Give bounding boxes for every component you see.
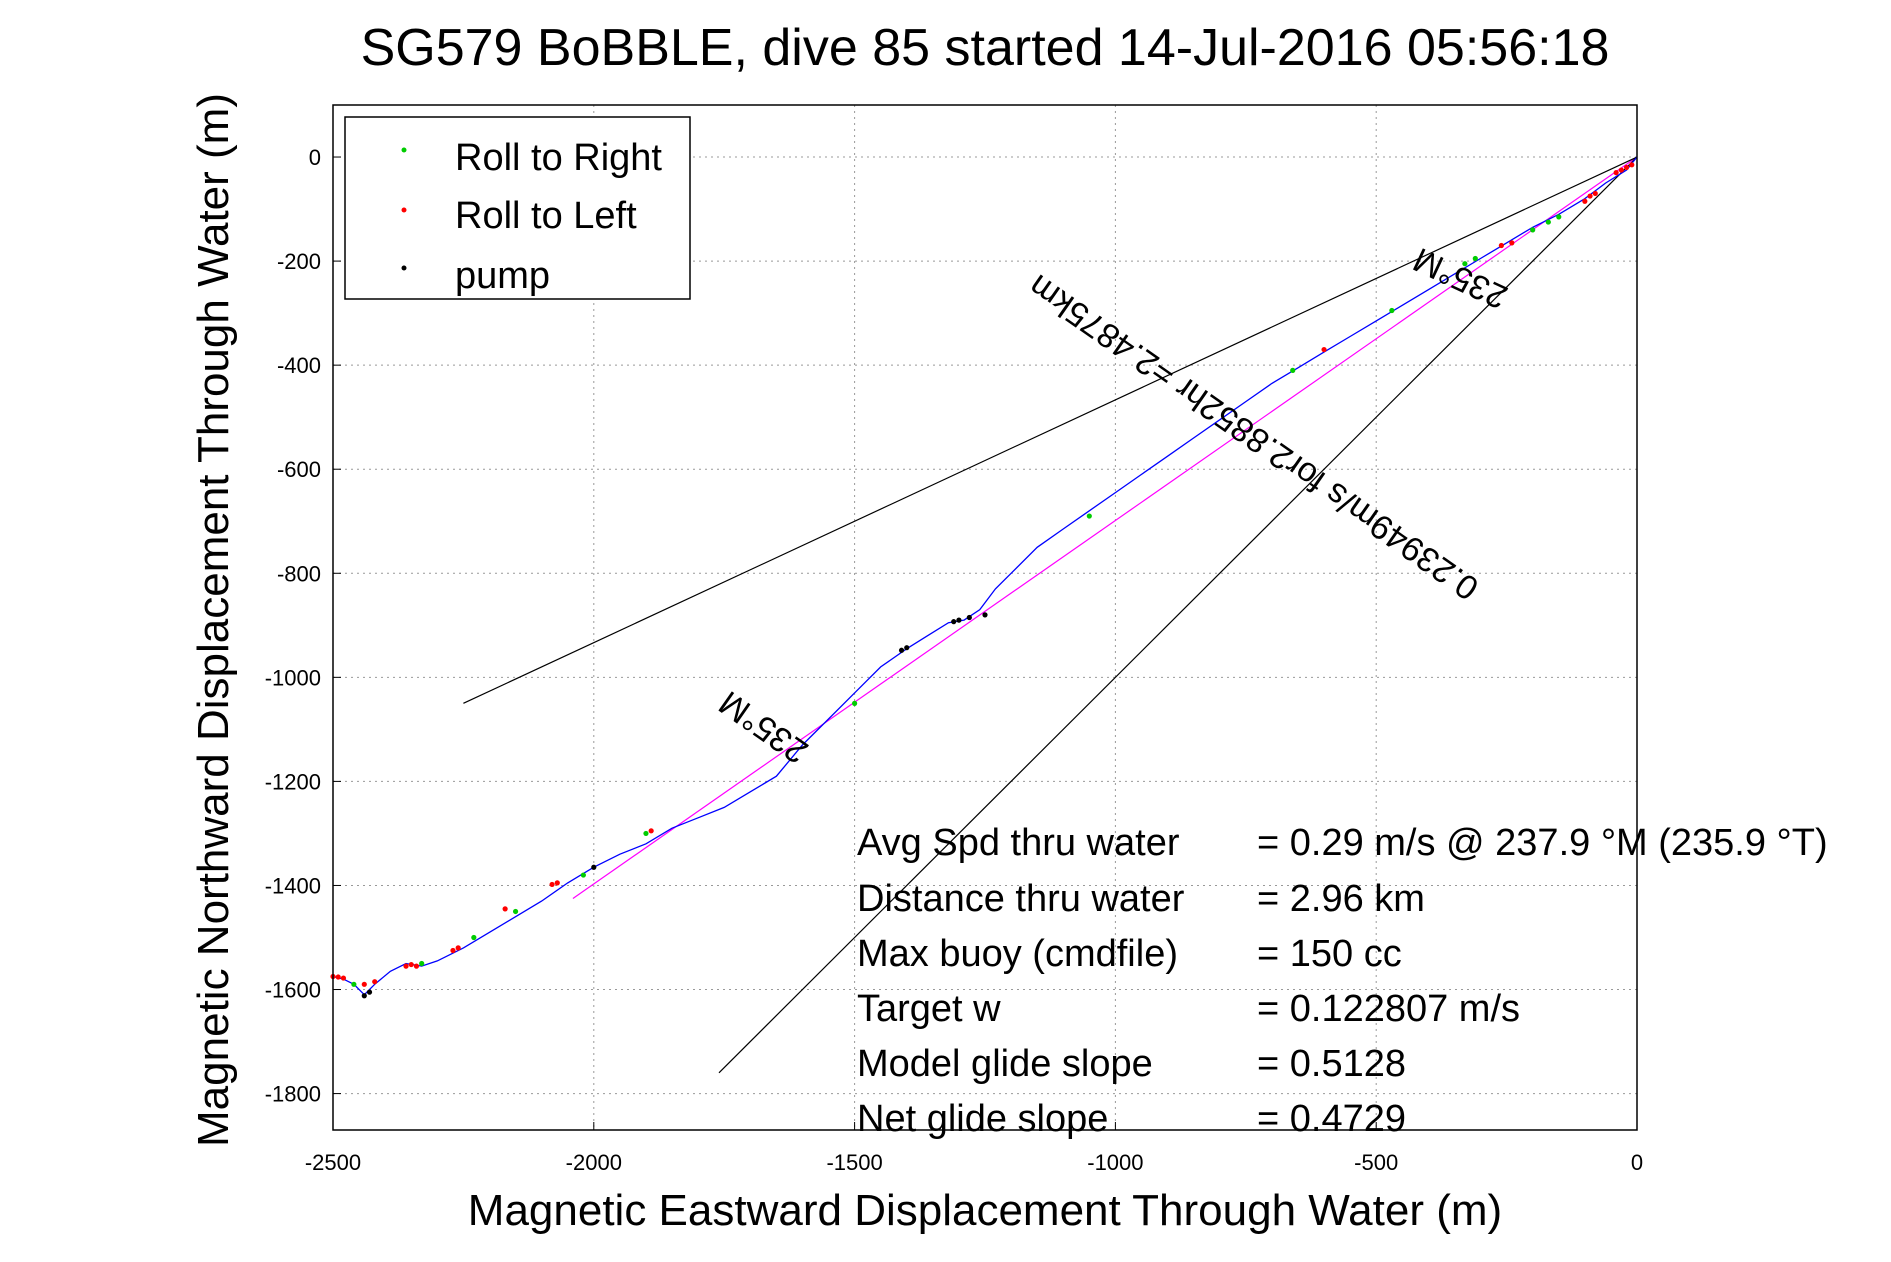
y-tick-label: -800 bbox=[277, 561, 321, 586]
legend: Roll to Right Roll to Left pump bbox=[344, 116, 691, 300]
plot-frame bbox=[332, 104, 1638, 1131]
roll-left-point bbox=[403, 963, 409, 969]
roll-right-point bbox=[351, 981, 357, 987]
roll-left-point bbox=[340, 975, 347, 981]
roll-left-point bbox=[1623, 164, 1630, 171]
roll-left-point bbox=[1587, 193, 1593, 199]
annotation-distance: 0.23949m/s for2.8852hr =2.4875km bbox=[1022, 267, 1486, 608]
summary-label-target-w: Target w bbox=[857, 988, 1001, 1030]
y-tick-label: -1800 bbox=[265, 1082, 321, 1107]
y-tick-label: -400 bbox=[277, 353, 321, 378]
x-tick-label: 0 bbox=[1631, 1150, 1643, 1175]
x-axis-label: Magnetic Eastward Displacement Through W… bbox=[468, 1186, 1502, 1235]
pump-point bbox=[898, 647, 905, 653]
summary-value-avg-speed: = 0.29 m/s @ 237.9 °M (235.9 °T) bbox=[1257, 822, 1828, 864]
roll-right-point bbox=[852, 700, 858, 706]
y-tick-label: 0 bbox=[309, 145, 321, 170]
roll-right-point bbox=[512, 908, 519, 915]
legend-label-roll-right: Roll to Right bbox=[455, 137, 662, 179]
pump-point bbox=[361, 993, 367, 999]
roll-left-point bbox=[408, 961, 414, 968]
pump-point bbox=[956, 617, 962, 623]
summary-block: Avg Spd thru water = 0.29 m/s @ 237.9 °M… bbox=[857, 822, 1828, 1140]
pump-point bbox=[591, 864, 597, 870]
summary-label-avg-speed: Avg Spd thru water bbox=[857, 822, 1180, 864]
roll-right-point bbox=[1389, 307, 1395, 314]
data-points bbox=[330, 162, 1635, 999]
roll-left-point bbox=[1592, 190, 1598, 197]
x-tick-label: -2500 bbox=[305, 1150, 361, 1175]
roll-left-point bbox=[1321, 346, 1327, 353]
summary-label-max-buoy: Max buoy (cmdfile) bbox=[857, 933, 1178, 975]
pump-point bbox=[966, 614, 972, 621]
tick-labels: -2500 -2000 -1500 -1000 -500 0 0 -200 -400 -600 -8… bbox=[265, 145, 1643, 1175]
x-tick-label: -1000 bbox=[1087, 1150, 1143, 1175]
track-line bbox=[332, 156, 1638, 996]
roll-right-point bbox=[1086, 513, 1092, 519]
pump-point bbox=[366, 989, 373, 995]
roll-left-point bbox=[335, 974, 341, 980]
y-tick-label: -1400 bbox=[265, 873, 321, 898]
legend-marker-roll-right bbox=[401, 147, 407, 153]
roll-left-point bbox=[648, 828, 654, 834]
y-tick-label: -1600 bbox=[265, 978, 321, 1003]
roll-right-point bbox=[1556, 214, 1562, 220]
reference-line bbox=[718, 156, 1638, 1074]
legend-marker-roll-left bbox=[401, 207, 407, 213]
roll-left-point bbox=[502, 906, 508, 912]
roll-right-point bbox=[1290, 367, 1296, 373]
roll-left-point bbox=[1582, 198, 1588, 204]
roll-left-point bbox=[1618, 167, 1624, 173]
reference-line bbox=[463, 156, 1638, 704]
y-tick-label: -200 bbox=[277, 249, 321, 274]
legend-label-roll-left: Roll to Left bbox=[455, 195, 637, 237]
roll-right-point bbox=[1472, 255, 1478, 262]
annotation-mid-heading: 235°M bbox=[712, 683, 815, 771]
roll-left-point bbox=[554, 880, 560, 886]
summary-label-net-glide: Net glide slope bbox=[857, 1098, 1108, 1140]
roll-left-point bbox=[1613, 170, 1619, 176]
roll-left-point bbox=[413, 963, 420, 969]
roll-left-point bbox=[1498, 242, 1504, 249]
pump-point bbox=[904, 645, 910, 651]
roll-left-point bbox=[361, 981, 367, 987]
roll-right-point bbox=[419, 960, 425, 967]
roll-right-point bbox=[471, 934, 477, 941]
roll-left-point bbox=[549, 881, 555, 888]
y-tick-label: -600 bbox=[277, 457, 321, 482]
summary-value-distance: = 2.96 km bbox=[1257, 878, 1425, 920]
legend-label-pump: pump bbox=[455, 255, 550, 297]
pump-point bbox=[982, 612, 988, 618]
x-tick-label: -500 bbox=[1354, 1150, 1398, 1175]
roll-left-point bbox=[450, 947, 456, 954]
roll-left-point bbox=[372, 979, 378, 985]
pump-point bbox=[951, 619, 957, 625]
roll-left-point bbox=[455, 945, 461, 951]
summary-value-net-glide: = 0.4729 bbox=[1257, 1098, 1406, 1140]
reference-line bbox=[572, 156, 1638, 899]
summary-label-distance: Distance thru water bbox=[857, 878, 1185, 920]
chart-title: SG579 BoBBLE, dive 85 started 14-Jul-201… bbox=[361, 19, 1610, 77]
x-tick-label: -2000 bbox=[566, 1150, 622, 1175]
summary-value-max-buoy: = 150 cc bbox=[1257, 933, 1402, 975]
y-axis-label: Magnetic Northward Displacement Through … bbox=[189, 93, 238, 1147]
roll-right-point bbox=[1462, 261, 1468, 267]
roll-left-point bbox=[1629, 162, 1635, 168]
roll-right-point bbox=[1530, 227, 1536, 233]
roll-right-point bbox=[643, 830, 649, 837]
legend-marker-pump bbox=[401, 265, 407, 271]
y-tick-label: -1000 bbox=[265, 665, 321, 690]
y-tick-label: -1200 bbox=[265, 769, 321, 794]
data-lines bbox=[332, 156, 1638, 1074]
summary-label-model-glide: Model glide slope bbox=[857, 1043, 1153, 1085]
grid bbox=[332, 105, 1638, 1130]
annotation-upper-heading: 235°M bbox=[1408, 240, 1513, 316]
roll-right-point bbox=[1545, 219, 1551, 225]
summary-value-model-glide: = 0.5128 bbox=[1257, 1043, 1406, 1085]
roll-right-point bbox=[580, 872, 586, 878]
roll-left-point bbox=[1509, 240, 1515, 246]
summary-value-target-w: = 0.122807 m/s bbox=[1257, 988, 1520, 1030]
x-tick-label: -1500 bbox=[826, 1150, 882, 1175]
